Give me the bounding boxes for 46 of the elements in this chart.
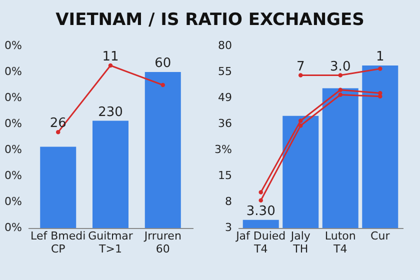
x-tick-label: Lef Bmedi CP <box>30 230 86 256</box>
annotation: 1 <box>376 50 384 64</box>
text: 0% <box>4 143 22 156</box>
x-tick-label: Luton T4 <box>324 230 356 256</box>
point <box>378 94 382 98</box>
point <box>338 73 342 78</box>
bar <box>362 66 398 228</box>
text: 55 <box>218 65 232 78</box>
annotation: 3.0 <box>330 59 351 74</box>
text: 0% <box>4 117 22 130</box>
text: 0% <box>4 65 22 78</box>
point <box>298 118 303 123</box>
text: 3 <box>225 221 232 234</box>
text: 80 <box>218 39 232 52</box>
text: 0% <box>4 195 22 208</box>
chart-title: VIETNAM / IS RATIO EXCHANGES <box>54 9 366 32</box>
annotation: 7 <box>296 59 305 74</box>
text: 0% <box>4 169 22 182</box>
bar <box>322 88 358 228</box>
annotation: 11 <box>102 50 119 64</box>
point <box>298 124 303 128</box>
point <box>258 198 263 202</box>
point <box>338 88 342 92</box>
annotation: 60 <box>154 56 172 71</box>
annotation: 3.30 <box>246 204 276 219</box>
text: 36 <box>218 117 232 130</box>
bar <box>282 116 319 228</box>
text: 49 <box>218 91 232 104</box>
point <box>298 73 303 78</box>
annotation: 26 <box>50 116 66 132</box>
bar <box>242 220 279 228</box>
point <box>338 92 342 97</box>
x-tick-label: Cur <box>370 230 390 242</box>
text: 3% <box>214 143 232 156</box>
x-tick-label: Jaly TH <box>290 230 311 256</box>
x-tick-label: Jrruren 60 <box>143 230 182 256</box>
text: 0% <box>4 39 22 52</box>
annotation: 230 <box>98 104 123 120</box>
x-tick-label: Jaf Duied T4 <box>235 230 286 256</box>
x-tick-label: Guitmar T>1 <box>88 230 134 256</box>
point <box>378 66 382 71</box>
text: 8 <box>225 195 232 208</box>
text: 0% <box>4 91 22 104</box>
point <box>258 190 263 194</box>
text: 15 <box>218 169 232 182</box>
text: 0% <box>4 221 22 234</box>
